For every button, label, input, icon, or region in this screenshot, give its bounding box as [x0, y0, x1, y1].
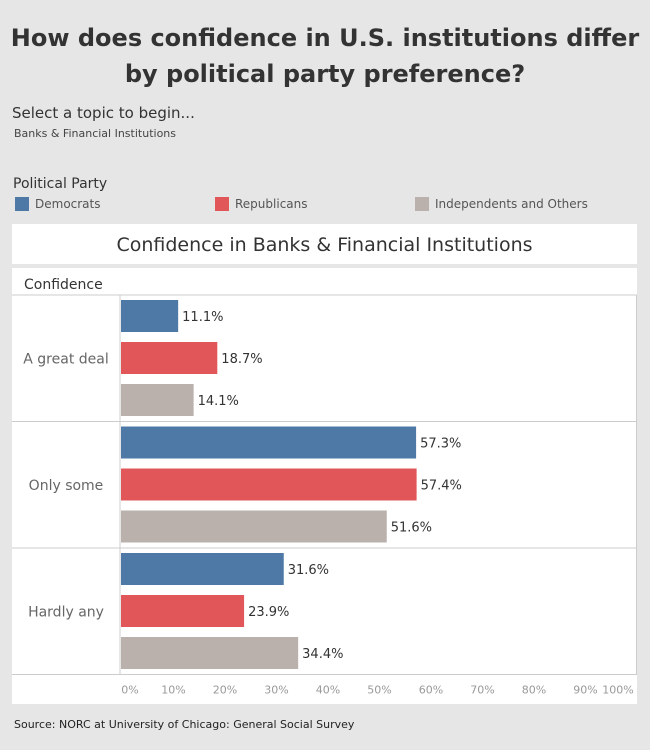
- bar-republicans: [121, 342, 218, 374]
- bar-republicans: [121, 468, 417, 501]
- bar-democrats: [121, 300, 179, 332]
- legend-swatch: [415, 197, 429, 211]
- legend-item-independents[interactable]: Independents and Others: [415, 197, 588, 211]
- x-tick-label: 30%: [264, 684, 288, 697]
- bar-democrats: [121, 553, 284, 585]
- data-label: 31.6%: [288, 563, 329, 578]
- chart-svg: Confidence A great deal 11.1% 18.7% 14.1% Onl…: [12, 277, 637, 697]
- data-label: 57.4%: [421, 479, 462, 494]
- x-tick-label: 0%: [121, 684, 138, 697]
- legend-swatch: [15, 197, 29, 211]
- chart-title-box: Confidence in Banks & Financial Institut…: [12, 224, 637, 264]
- topic-select-label: Select a topic to begin...: [12, 104, 195, 122]
- x-tick-label: 60%: [419, 684, 443, 697]
- category-label: A great deal: [23, 351, 108, 367]
- x-tick-label: 100%: [602, 684, 633, 697]
- data-label: 11.1%: [182, 310, 223, 325]
- data-label: 57.3%: [420, 437, 461, 452]
- legend-swatch: [215, 197, 229, 211]
- x-tick-label: 90%: [573, 684, 597, 697]
- data-label: 51.6%: [391, 521, 432, 536]
- legend-item-republicans[interactable]: Republicans: [215, 197, 308, 211]
- legend-label: Independents and Others: [435, 197, 588, 211]
- x-tick-label: 20%: [213, 684, 237, 697]
- source-note: Source: NORC at University of Chicago: G…: [14, 718, 355, 731]
- legend-label: Republicans: [235, 197, 308, 211]
- topic-select[interactable]: Banks & Financial Institutions: [14, 127, 176, 140]
- row-header: Confidence: [24, 277, 103, 293]
- bar-independents: [121, 637, 299, 669]
- page-title: How does confidence in U.S. institutions…: [10, 24, 640, 88]
- x-tick-label: 10%: [161, 684, 185, 697]
- bar-independents: [121, 384, 194, 416]
- bar-independents: [121, 510, 387, 543]
- category-label: Only some: [29, 478, 104, 494]
- bar-republicans: [121, 595, 245, 627]
- x-tick-label: 70%: [470, 684, 494, 697]
- x-tick-label: 50%: [367, 684, 391, 697]
- category-label: Hardly any: [28, 604, 104, 620]
- x-tick-label: 80%: [522, 684, 546, 697]
- data-label: 34.4%: [302, 647, 343, 662]
- data-label: 23.9%: [248, 605, 289, 620]
- legend-item-democrats[interactable]: Democrats: [15, 197, 101, 211]
- legend-label: Democrats: [35, 197, 101, 211]
- chart: Confidence A great deal 11.1% 18.7% 14.1% Onl…: [12, 268, 637, 704]
- x-tick-label: 40%: [316, 684, 340, 697]
- bar-democrats: [121, 426, 417, 459]
- data-label: 18.7%: [221, 352, 262, 367]
- legend-title: Political Party: [13, 176, 108, 192]
- chart-title: Confidence in Banks & Financial Institut…: [116, 234, 533, 256]
- data-label: 14.1%: [198, 394, 239, 409]
